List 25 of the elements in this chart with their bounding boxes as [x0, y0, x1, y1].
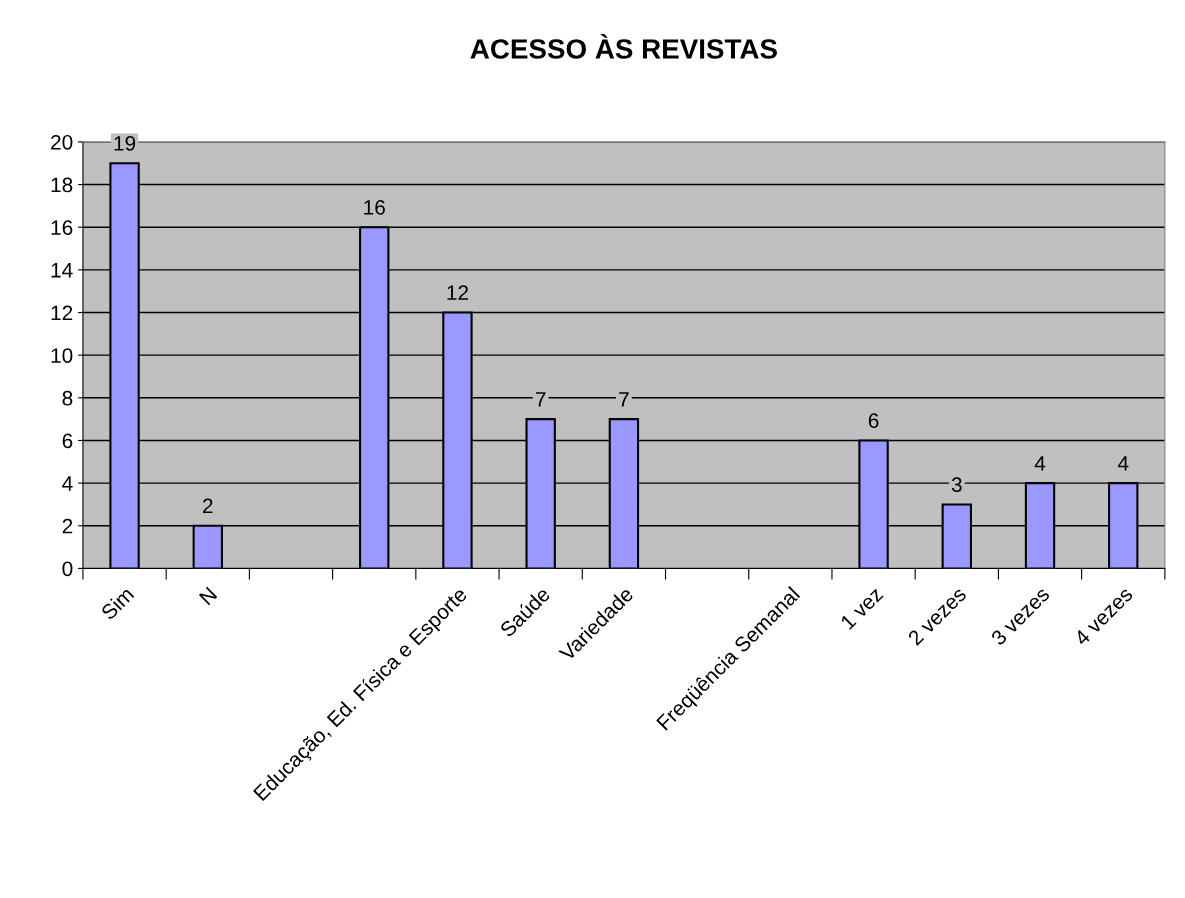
x-tick-label: Sim	[99, 586, 135, 621]
data-label: 16	[364, 199, 385, 215]
data-label: 12	[447, 285, 468, 300]
data-label: 6	[868, 413, 879, 429]
y-tick-label: 18	[51, 177, 73, 193]
y-tick-label: 12	[51, 305, 73, 321]
y-tick-label: 0	[62, 561, 73, 577]
y-tick-label: 8	[62, 390, 73, 406]
y-tick-label: 14	[51, 263, 73, 278]
y-tick-label: 6	[62, 433, 73, 449]
data-label: 19	[114, 136, 136, 151]
chart-title: ACESSO ÀS REVISTAS	[470, 33, 777, 59]
data-label: 4	[1117, 456, 1129, 471]
y-tick-label: 16	[51, 220, 73, 235]
y-tick-label: 20	[51, 134, 73, 150]
x-tick-label: N	[198, 586, 218, 606]
data-label: 2	[203, 498, 213, 514]
x-tick-label: 1 vez	[840, 586, 884, 631]
y-tick-label: 10	[51, 348, 73, 363]
data-label: 4	[1034, 456, 1046, 471]
data-label: 7	[619, 392, 629, 407]
y-tick-label: 2	[62, 518, 73, 534]
data-label: 7	[535, 392, 546, 407]
data-label: 3	[951, 477, 962, 492]
y-tick-label: 4	[62, 476, 73, 491]
